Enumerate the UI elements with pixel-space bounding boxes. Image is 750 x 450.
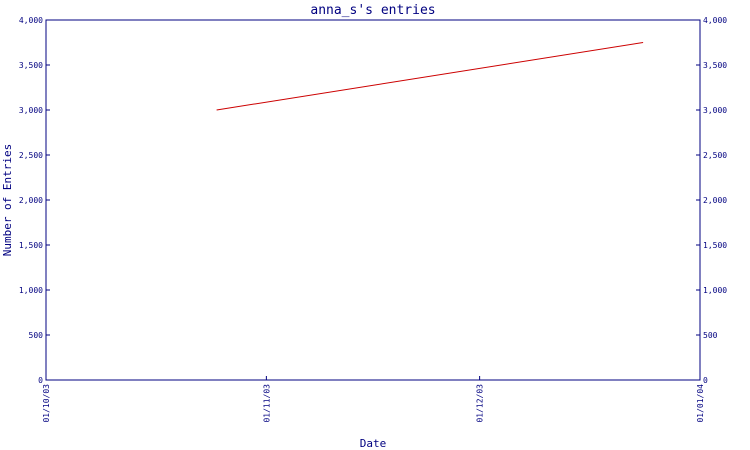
y-tick-label: 3,500 [19, 61, 43, 70]
y-tick-label: 0 [38, 376, 43, 385]
x-tick-label: 01/10/03 [42, 384, 51, 423]
x-tick-label: 01/12/03 [476, 384, 485, 423]
y-tick-label: 1,500 [703, 241, 727, 250]
y-axis-label: Number of Entries [1, 144, 14, 257]
y-tick-label: 4,000 [19, 16, 43, 25]
y-tick-label: 4,000 [703, 16, 727, 25]
y-tick-label: 1,000 [19, 286, 43, 295]
x-tick-label: 01/11/03 [262, 384, 271, 423]
y-tick-label: 3,000 [703, 106, 727, 115]
x-axis: 01/10/03 01/11/03 01/12/03 01/01/04 [42, 376, 705, 423]
x-tick-label: 01/01/04 [696, 384, 705, 423]
y-tick-label: 500 [703, 331, 718, 340]
y-tick-label: 2,000 [703, 196, 727, 205]
y-tick-label: 2,000 [19, 196, 43, 205]
y-tick-label: 2,500 [19, 151, 43, 160]
x-axis-label: Date [360, 437, 387, 450]
y-tick-label: 3,500 [703, 61, 727, 70]
y-tick-label: 1,500 [19, 241, 43, 250]
chart-title: anna_s's entries [310, 3, 435, 18]
y-axis-right: 0 500 1,000 1,500 2,000 2,500 3,000 3,500 4,000 [696, 16, 727, 385]
y-tick-label: 0 [703, 376, 708, 385]
y-axis-left: 0 500 1,000 1,500 2,000 2,500 3,000 3,500 4,000 [19, 16, 50, 385]
y-tick-label: 2,500 [703, 151, 727, 160]
series-line [216, 42, 644, 111]
y-tick-label: 3,000 [19, 106, 43, 115]
y-tick-label: 500 [29, 331, 44, 340]
plot-area-frame [45, 19, 701, 381]
y-tick-label: 1,000 [703, 286, 727, 295]
series-group [216, 42, 644, 111]
